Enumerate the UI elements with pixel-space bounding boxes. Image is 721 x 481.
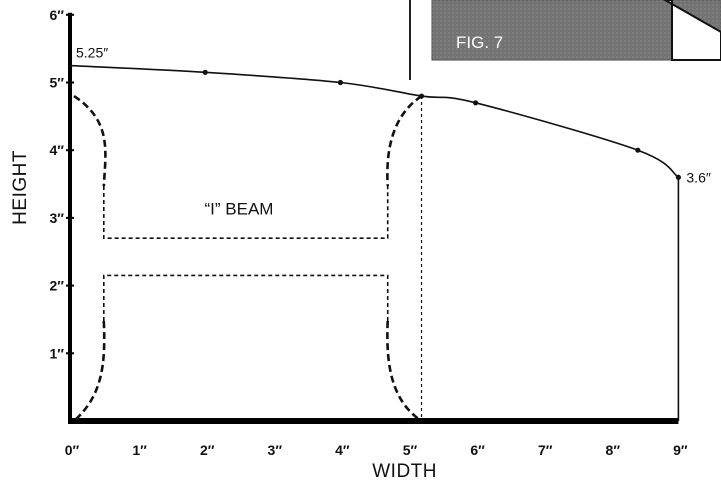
i-beam-right-flange — [386, 94, 423, 423]
x-tick-label: 0″ — [65, 442, 80, 458]
x-tick-label: 3″ — [268, 442, 283, 458]
figure-inset: FIG. 7 — [409, 0, 721, 80]
ramp-icon — [662, 0, 721, 61]
x-axis-title: WIDTH — [372, 461, 437, 481]
curve-point — [202, 69, 208, 75]
y-tick-label: 4″ — [50, 142, 65, 158]
curve-point — [635, 147, 641, 153]
figure-label: FIG. 7 — [456, 33, 503, 52]
y-tick-labels: 1″ 2″ 3″ 4″ 5″ 6″ — [50, 7, 74, 361]
x-tick-label: 5″ — [403, 442, 418, 458]
x-tick-label: 2″ — [200, 442, 215, 458]
curve-points — [202, 69, 682, 180]
end-value-label: 3.6″ — [686, 169, 710, 185]
curve-point — [418, 93, 425, 99]
curve-point — [675, 174, 682, 180]
height-curve — [69, 64, 679, 178]
y-tick-label: 5″ — [50, 75, 65, 91]
i-beam-left-flange — [73, 94, 107, 422]
x-tick-label: 8″ — [606, 442, 621, 458]
start-value-label: 5.25″ — [76, 45, 108, 61]
x-tick-label: 9″ — [673, 442, 688, 458]
curve-point — [337, 79, 343, 86]
x-tick-label: 7″ — [538, 442, 553, 458]
x-tick-label: 6″ — [470, 442, 485, 458]
y-tick-label: 1″ — [50, 345, 65, 361]
x-tick-label: 4″ — [335, 442, 350, 458]
y-tick-label: 6″ — [50, 7, 65, 23]
y-tick-label: 3″ — [50, 210, 65, 226]
y-axis-title: HEIGHT — [10, 150, 31, 225]
curve-point — [473, 100, 479, 106]
i-beam-outline — [103, 186, 389, 321]
y-tick-label: 2″ — [50, 278, 65, 294]
x-tick-labels: 0″ 1″ 2″ 3″ 4″ 5″ 6″ 7″ 8″ 9″ — [65, 442, 688, 458]
x-tick-label: 1″ — [132, 442, 147, 458]
beam-label: “I” BEAM — [205, 200, 274, 219]
